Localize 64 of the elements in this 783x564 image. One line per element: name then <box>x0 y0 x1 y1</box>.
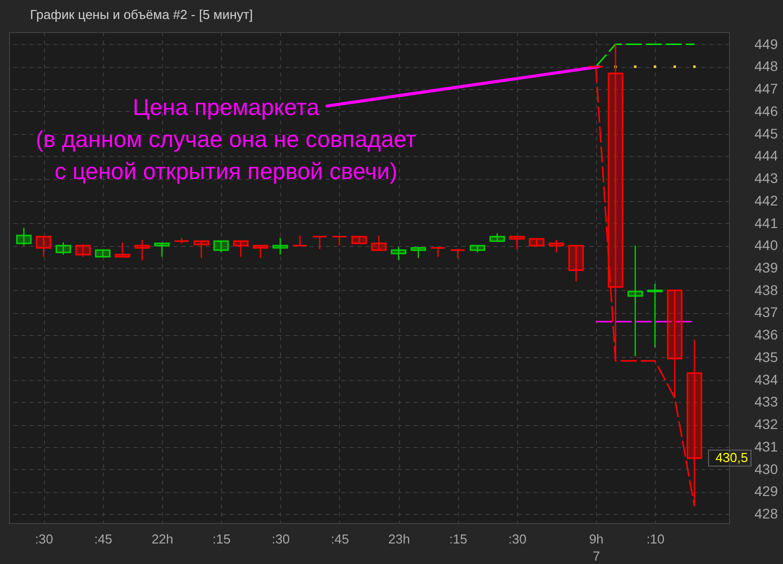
candlestick <box>213 240 229 253</box>
y-tick-label: 433 <box>754 394 778 410</box>
y-tick-label: 442 <box>754 192 778 208</box>
candlestick <box>252 244 268 259</box>
candlestick <box>312 236 328 250</box>
candlestick <box>36 236 52 258</box>
candlestick <box>450 248 466 259</box>
candlestick <box>233 240 249 258</box>
candlestick <box>114 242 130 258</box>
y-tick-label: 439 <box>754 259 778 276</box>
y-tick-label: 434 <box>754 371 778 388</box>
x-tick-label: :45 <box>330 532 349 546</box>
y-tick-label: 441 <box>754 214 778 231</box>
y-tick-label: 445 <box>754 125 778 142</box>
y-tick-label: 446 <box>754 102 778 119</box>
chart-title: График цены и объёма #2 - [5 минут] <box>30 7 253 22</box>
x-tick-label: :10 <box>646 532 665 546</box>
x-tick-label: :15 <box>449 532 468 546</box>
x-tick-label: 22h <box>152 532 174 546</box>
candlestick <box>666 290 682 398</box>
candlestick <box>371 234 387 251</box>
y-tick-label: 440 <box>754 237 778 254</box>
y-tick-label: 430 <box>754 460 778 477</box>
candlestick <box>647 283 663 348</box>
y-tick-label: 438 <box>754 282 778 298</box>
x-tick-label: :15 <box>212 532 231 546</box>
candlestick <box>134 239 150 261</box>
x-tick-label: :30 <box>35 532 54 546</box>
y-tick-label: 449 <box>754 36 778 52</box>
candlestick <box>568 244 584 282</box>
candlestick <box>292 234 308 246</box>
candlestick <box>56 242 72 256</box>
candlestick <box>390 246 406 261</box>
candlestick <box>489 232 505 242</box>
y-tick-label: 432 <box>754 416 778 432</box>
annotation: Цена премаркета (в данном случае она не совпадает с ценой открытия первой свечи) <box>36 94 417 184</box>
candlestick <box>272 237 288 256</box>
candlestick <box>351 234 367 244</box>
candlestick <box>509 236 525 250</box>
candlestick <box>410 246 426 259</box>
y-tick-label: 444 <box>754 148 778 164</box>
y-tick-label: 431 <box>754 438 778 454</box>
candlestick <box>528 238 544 246</box>
candlestick <box>194 240 210 259</box>
x-tick-label: 23h <box>388 532 410 546</box>
x-tick-label: :45 <box>94 532 112 546</box>
y-tick-label: 429 <box>754 483 778 500</box>
candlestick <box>75 244 91 258</box>
x-tick-label: 9h 7 <box>589 532 604 564</box>
annotation: 430,5 <box>715 450 748 466</box>
candlestick <box>548 239 564 253</box>
candlestick <box>95 249 110 258</box>
candlestick <box>628 244 643 357</box>
x-tick-label: :30 <box>508 532 526 546</box>
y-tick-label: 436 <box>754 326 778 343</box>
y-tick-label: 448 <box>754 58 778 74</box>
y-tick-label: 437 <box>754 304 778 320</box>
y-tick-label: 447 <box>754 80 778 97</box>
y-tick-label: 435 <box>754 348 778 365</box>
candlestick <box>16 227 32 246</box>
x-tick-label: :30 <box>272 532 290 546</box>
y-tick-label: 443 <box>754 170 778 186</box>
y-tick-label: 428 <box>754 506 778 522</box>
candlestick <box>154 242 170 258</box>
